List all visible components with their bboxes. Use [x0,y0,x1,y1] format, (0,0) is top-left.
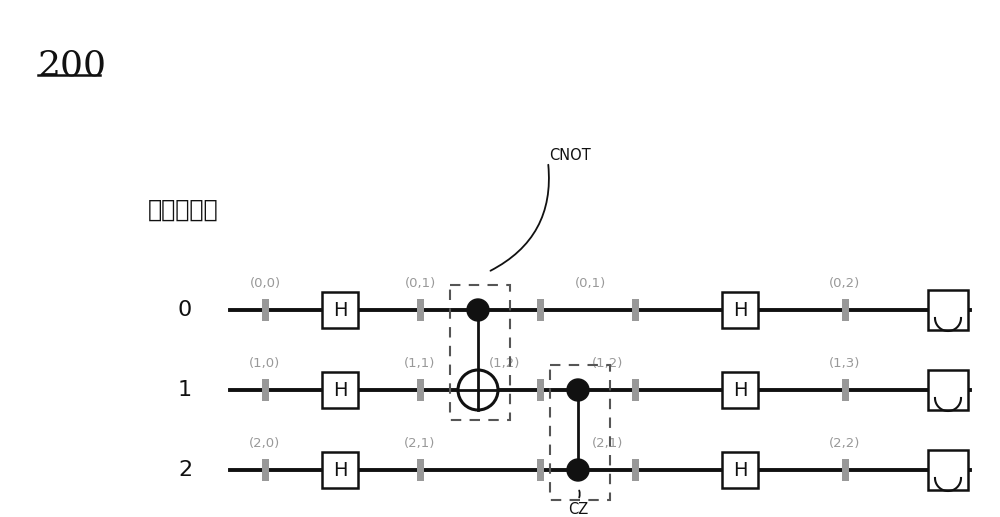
Text: 2: 2 [178,460,192,480]
Text: CNOT: CNOT [549,147,591,162]
Text: (2,1): (2,1) [592,436,624,449]
Bar [416,299,424,321]
FancyBboxPatch shape [928,370,968,410]
FancyArrowPatch shape [490,165,549,271]
Text: (0,2): (0,2) [829,277,861,290]
FancyBboxPatch shape [722,452,758,488]
FancyBboxPatch shape [722,292,758,328]
FancyBboxPatch shape [928,290,968,330]
Circle shape [458,370,498,410]
Bar [632,379,639,401]
Text: (0,1): (0,1) [574,277,606,290]
Circle shape [467,299,489,321]
FancyBboxPatch shape [322,452,358,488]
Text: CZ: CZ [568,503,588,517]
Circle shape [567,459,589,481]
Text: (1,0): (1,0) [249,357,281,370]
Bar [536,299,544,321]
Text: H: H [733,381,747,400]
Text: H: H [333,300,347,320]
FancyBboxPatch shape [722,372,758,408]
FancyBboxPatch shape [322,292,358,328]
Bar [416,379,424,401]
Text: H: H [733,461,747,479]
Text: (2,2): (2,2) [829,436,861,449]
Text: H: H [333,381,347,400]
Bar [416,459,424,481]
Bar [536,459,544,481]
Text: (1,1): (1,1) [404,357,436,370]
Bar [262,379,268,401]
FancyBboxPatch shape [322,372,358,408]
Text: (2,0): (2,0) [249,436,281,449]
Circle shape [567,379,589,401]
Bar [842,459,848,481]
Text: (1,3): (1,3) [829,357,861,370]
Text: 200: 200 [38,48,107,82]
Bar [536,379,544,401]
Text: (0,0): (0,0) [249,277,281,290]
Text: 1: 1 [178,380,192,400]
Text: (1,2): (1,2) [489,357,521,370]
Text: 0: 0 [178,300,192,320]
Bar [262,299,268,321]
FancyBboxPatch shape [928,450,968,490]
Text: 量子比特位: 量子比特位 [148,198,219,222]
Text: (1,2): (1,2) [592,357,624,370]
Bar [632,459,639,481]
Bar [632,299,639,321]
Bar [262,459,268,481]
Bar [842,299,848,321]
Text: (2,1): (2,1) [404,436,436,449]
Text: H: H [333,461,347,479]
Text: H: H [733,300,747,320]
Text: (0,1): (0,1) [404,277,436,290]
Bar [842,379,848,401]
